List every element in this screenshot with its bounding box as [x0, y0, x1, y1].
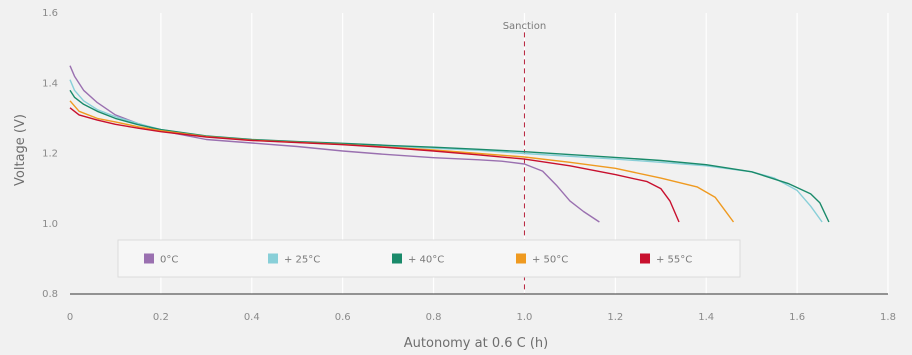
x-tick-labels: 0 0.2 0.4 0.6 0.8 1.0 1.2 1.4 1.6 1.8 [67, 312, 896, 323]
legend-label: + 50°C [532, 255, 568, 266]
series-line-4 [69, 107, 680, 223]
legend-swatch [268, 253, 278, 264]
x-axis-label: Autonomy at 0.6 C (h) [404, 336, 548, 351]
y-axis-label: Voltage (V) [13, 114, 28, 186]
x-tick-label: 1.2 [607, 312, 623, 323]
sanction-label: Sanction [503, 21, 546, 32]
legend-swatch [640, 253, 650, 264]
legend-swatch [392, 253, 402, 264]
series-line-3 [69, 100, 735, 223]
legend: 0°C + 25°C + 40°C + 50°C + 55°C [117, 239, 741, 278]
x-tick-label: 0.6 [335, 312, 351, 323]
x-tick-label: 1.0 [516, 312, 532, 323]
x-tick-label: 1.8 [880, 312, 896, 323]
x-tick-label: 0.4 [244, 312, 260, 323]
y-tick-labels: 0.8 1.0 1.2 1.4 1.6 [42, 8, 58, 300]
legend-swatch [144, 253, 154, 264]
x-tick-label: 0.2 [153, 312, 169, 323]
legend-label: 0°C [160, 255, 178, 266]
series-lines [69, 65, 830, 223]
y-tick-label: 0.8 [42, 289, 58, 300]
x-tick-label: 0.8 [426, 312, 442, 323]
x-tick-label: 0 [67, 312, 73, 323]
legend-label: + 25°C [284, 255, 320, 266]
legend-label: + 55°C [656, 255, 692, 266]
y-tick-label: 1.4 [42, 78, 58, 89]
y-tick-label: 1.6 [42, 8, 58, 19]
x-tick-label: 1.4 [698, 312, 714, 323]
legend-label: + 40°C [408, 255, 444, 266]
y-tick-label: 1.2 [42, 149, 58, 160]
series-line-2 [69, 89, 830, 223]
y-tick-label: 1.0 [42, 219, 58, 230]
series-line-0 [69, 65, 600, 223]
legend-swatch [516, 253, 526, 264]
x-tick-label: 1.6 [789, 312, 805, 323]
legend-box [117, 239, 741, 278]
